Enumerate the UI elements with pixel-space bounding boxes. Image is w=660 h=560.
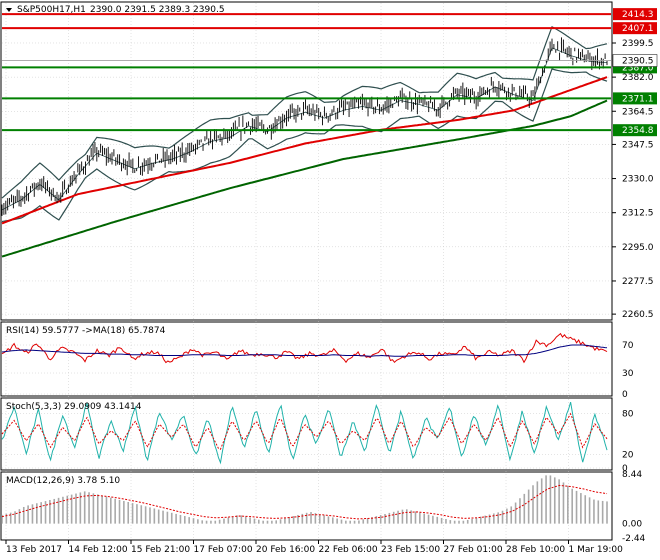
ohlc-label: 2390.0 2391.5 2389.3 2390.5 xyxy=(90,5,225,15)
price-tick-label: 2399.5 xyxy=(622,39,654,49)
ma-red-line xyxy=(1,76,608,225)
dropdown-arrow-icon[interactable] xyxy=(6,8,12,12)
panel-tick-label: 30 xyxy=(622,369,634,379)
macd-tick-label: 8.44 xyxy=(622,470,642,480)
stoch-signal-line xyxy=(1,412,608,450)
stoch-main-line xyxy=(1,401,608,465)
level-label: 2407.1 xyxy=(622,24,654,34)
grid xyxy=(2,3,611,540)
x-tick-label: 17 Feb 07:00 xyxy=(194,545,253,555)
x-tick-label: 1 Mar 19:00 xyxy=(569,545,624,555)
level-label: 2354.8 xyxy=(622,126,654,136)
x-tick-label: 20 Feb 16:00 xyxy=(256,545,315,555)
level-tag xyxy=(613,92,657,105)
macd-title: MACD(12,26,9) 3.78 5.10 xyxy=(6,476,120,486)
x-tick-label: 28 Feb 10:00 xyxy=(506,545,565,555)
price-tick-label: 2330.0 xyxy=(622,175,654,185)
level-label: 2371.1 xyxy=(622,94,654,104)
macd-tick-label: -2.44 xyxy=(622,534,646,544)
price-tick-label: 2312.5 xyxy=(622,209,654,219)
price-tick-label: 2277.5 xyxy=(622,277,654,287)
level-tag xyxy=(613,22,657,35)
panel-tick-label: 80 xyxy=(622,410,634,420)
price-tick-label: 2364.5 xyxy=(622,107,654,117)
panel-tick-label: 0 xyxy=(622,390,628,400)
level-label: 2414.3 xyxy=(622,10,654,20)
panel-tick-label: 0 xyxy=(622,464,628,474)
panel-tick-label: 20 xyxy=(622,450,634,460)
level-tag xyxy=(613,8,657,21)
rsi-layer xyxy=(1,332,611,395)
level-label: 2387.0 xyxy=(622,63,654,73)
x-tick-label: 15 Feb 21:00 xyxy=(131,545,190,555)
price-tick-label: 2382.0 xyxy=(622,73,654,83)
level-tag xyxy=(613,124,657,137)
price-tick-label: 2260.5 xyxy=(622,310,654,320)
bollinger-upper xyxy=(1,25,608,199)
x-tick-label: 27 Feb 01:00 xyxy=(444,545,503,555)
price-tick-label: 2295.0 xyxy=(622,243,654,253)
axis-layer: 13 Feb 2017 14 Feb 12:00 15 Feb 21:00 17 Fe… xyxy=(5,8,658,555)
rsi-ma-line xyxy=(1,344,608,357)
price-tick-label: 2347.5 xyxy=(622,140,654,150)
current-price-label: 2390.5 xyxy=(622,57,654,67)
price-panel xyxy=(0,1,613,321)
rsi-panel xyxy=(0,321,613,397)
rsi-title: RSI(14) 59.5777 ->MA(18) 65.7874 xyxy=(6,326,166,336)
x-tick-label: 14 Feb 12:00 xyxy=(69,545,128,555)
symbol-label: S&P500H17,H1 xyxy=(17,5,86,15)
stoch-title: Stoch(5,3,3) 29.0909 43.1414 xyxy=(6,402,142,412)
current-price-tag xyxy=(612,54,658,67)
x-tick-label: 13 Feb 2017 xyxy=(6,545,62,555)
macd-signal-line xyxy=(1,484,608,520)
x-tick-label: 22 Feb 06:00 xyxy=(319,545,378,555)
price-layer xyxy=(1,13,611,258)
macd-tick-label: 0.00 xyxy=(622,520,642,530)
macd-layer xyxy=(1,475,608,524)
stochastic-layer xyxy=(1,401,611,469)
panel-tick-label: 70 xyxy=(622,341,634,351)
bollinger-lower xyxy=(1,68,608,223)
x-tick-label: 23 Feb 15:00 xyxy=(381,545,440,555)
